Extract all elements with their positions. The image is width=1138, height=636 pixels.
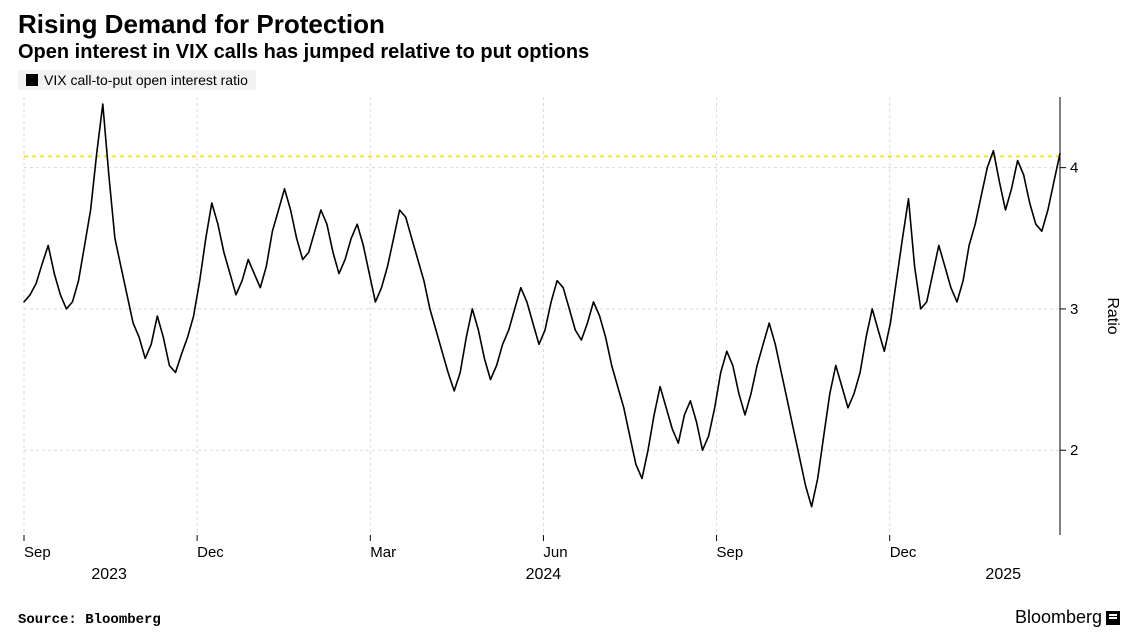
legend: VIX call-to-put open interest ratio (18, 70, 256, 90)
chart-title: Rising Demand for Protection (18, 10, 1120, 39)
svg-text:Sep: Sep (24, 544, 51, 561)
svg-text:2024: 2024 (526, 566, 562, 583)
brand-logo: Bloomberg (1015, 607, 1120, 628)
legend-swatch (26, 74, 38, 86)
svg-text:Mar: Mar (370, 544, 396, 561)
svg-text:Sep: Sep (717, 544, 744, 561)
svg-text:3: 3 (1070, 301, 1078, 318)
svg-text:2023: 2023 (91, 566, 127, 583)
svg-text:2025: 2025 (985, 566, 1021, 583)
source-label: Source: Bloomberg (18, 612, 161, 628)
svg-text:Jun: Jun (543, 544, 567, 561)
chart-subtitle: Open interest in VIX calls has jumped re… (18, 41, 1120, 64)
svg-text:4: 4 (1070, 159, 1078, 176)
svg-text:2: 2 (1070, 442, 1078, 459)
brand-icon (1106, 611, 1120, 625)
y-axis-label: Ratio (1104, 297, 1120, 334)
line-chart: 2 3 4 Ratio Sep Dec Mar Jun Sep Dec 2023 2024 2025 (18, 91, 1120, 591)
brand-text: Bloomberg (1015, 607, 1102, 628)
svg-text:Dec: Dec (197, 544, 224, 561)
chart-svg: 2 3 4 Ratio Sep Dec Mar Jun Sep Dec 2023 2024 2025 (18, 91, 1120, 591)
legend-label: VIX call-to-put open interest ratio (44, 72, 248, 88)
svg-text:Dec: Dec (890, 544, 917, 561)
